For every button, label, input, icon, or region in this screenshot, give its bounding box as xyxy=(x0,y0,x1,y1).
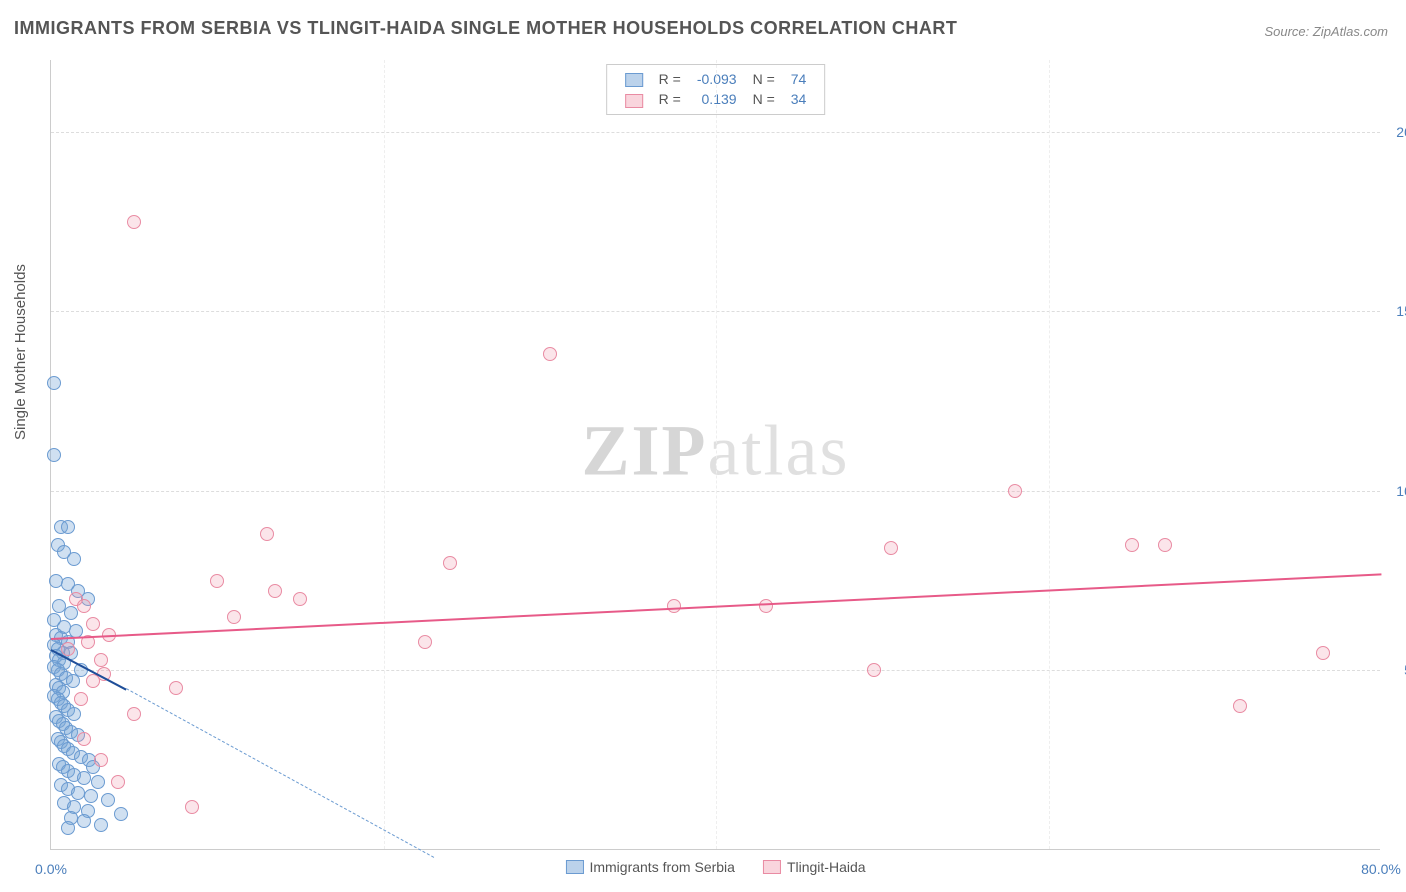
data-point xyxy=(47,448,61,462)
n-value: 34 xyxy=(783,89,815,109)
data-point xyxy=(127,215,141,229)
legend-label: Tlingit-Haida xyxy=(787,859,866,875)
data-point xyxy=(884,541,898,555)
chart-title: IMMIGRANTS FROM SERBIA VS TLINGIT-HAIDA … xyxy=(14,18,957,39)
data-point xyxy=(260,527,274,541)
data-point xyxy=(210,574,224,588)
data-point xyxy=(64,606,78,620)
data-point xyxy=(443,556,457,570)
data-point xyxy=(94,753,108,767)
data-point xyxy=(84,789,98,803)
y2-tick-label: 20.0% xyxy=(1396,124,1406,140)
data-point xyxy=(1233,699,1247,713)
n-label: N = xyxy=(745,89,783,109)
watermark-atlas: atlas xyxy=(708,410,850,490)
n-value: 74 xyxy=(783,69,815,89)
data-point xyxy=(77,732,91,746)
data-point xyxy=(61,821,75,835)
legend-swatch xyxy=(625,73,643,87)
data-point xyxy=(759,599,773,613)
data-point xyxy=(77,814,91,828)
data-point xyxy=(111,775,125,789)
data-point xyxy=(185,800,199,814)
gridline-v xyxy=(716,60,717,849)
data-point xyxy=(1316,646,1330,660)
data-point xyxy=(67,552,81,566)
data-point xyxy=(543,347,557,361)
x-tick-label: 0.0% xyxy=(35,861,67,877)
data-point xyxy=(268,584,282,598)
data-point xyxy=(1125,538,1139,552)
data-point xyxy=(71,786,85,800)
data-point xyxy=(227,610,241,624)
data-point xyxy=(94,653,108,667)
plot-area: ZIPatlas R =-0.093N =74R =0.139N =34 Imm… xyxy=(50,60,1380,850)
data-point xyxy=(61,520,75,534)
data-point xyxy=(101,793,115,807)
y2-tick-label: 10.0% xyxy=(1396,483,1406,499)
y-axis-label: Single Mother Households xyxy=(12,264,29,440)
legend-label: Immigrants from Serbia xyxy=(589,859,734,875)
data-point xyxy=(47,376,61,390)
data-point xyxy=(1158,538,1172,552)
r-label: R = xyxy=(651,69,689,89)
watermark-zip: ZIP xyxy=(582,410,708,490)
data-point xyxy=(74,692,88,706)
data-point xyxy=(867,663,881,677)
data-point xyxy=(91,775,105,789)
trend-line xyxy=(125,689,434,860)
data-point xyxy=(69,592,83,606)
data-point xyxy=(293,592,307,606)
data-point xyxy=(169,681,183,695)
data-point xyxy=(418,635,432,649)
n-label: N = xyxy=(745,69,783,89)
data-point xyxy=(67,707,81,721)
data-point xyxy=(667,599,681,613)
legend-swatch xyxy=(565,860,583,874)
legend-series: Immigrants from Serbia Tlingit-Haida xyxy=(551,859,879,877)
gridline-v xyxy=(1049,60,1050,849)
data-point xyxy=(127,707,141,721)
y2-tick-label: 15.0% xyxy=(1396,303,1406,319)
r-label: R = xyxy=(651,89,689,109)
data-point xyxy=(114,807,128,821)
legend-item: Immigrants from Serbia xyxy=(565,859,734,875)
gridline-v xyxy=(384,60,385,849)
legend-swatch xyxy=(763,860,781,874)
x-tick-label: 80.0% xyxy=(1361,861,1401,877)
chart-container: IMMIGRANTS FROM SERBIA VS TLINGIT-HAIDA … xyxy=(0,0,1406,892)
source-label: Source: ZipAtlas.com xyxy=(1264,24,1388,39)
legend-swatch xyxy=(625,94,643,108)
data-point xyxy=(1008,484,1022,498)
data-point xyxy=(86,617,100,631)
data-point xyxy=(61,642,75,656)
legend-item: Tlingit-Haida xyxy=(763,859,866,875)
data-point xyxy=(94,818,108,832)
